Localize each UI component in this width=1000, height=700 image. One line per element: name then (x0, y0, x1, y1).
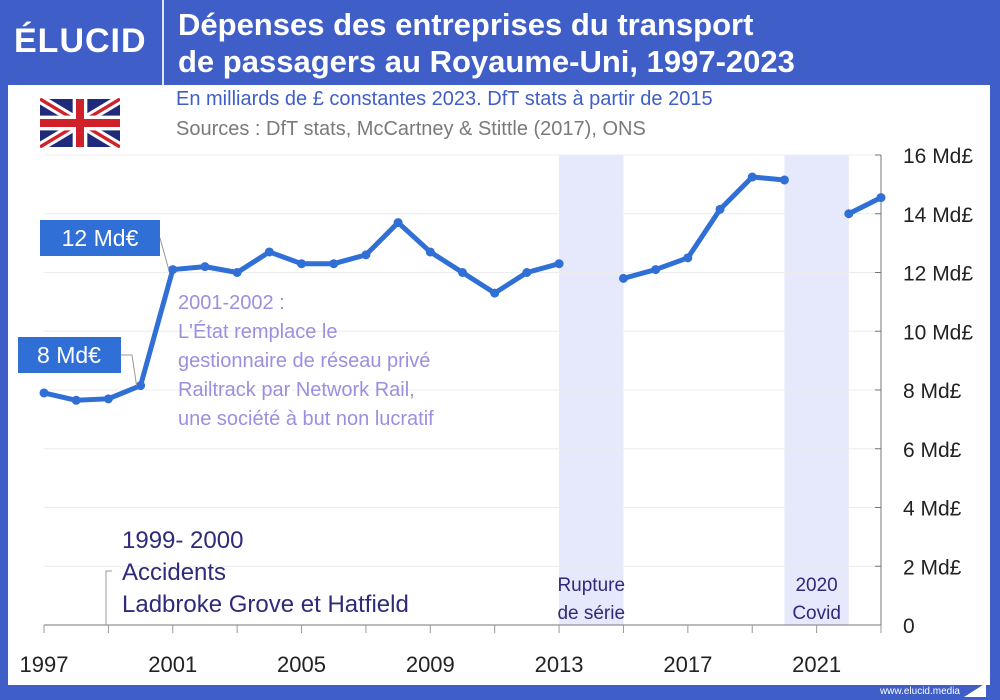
data-point (747, 172, 757, 182)
data-point (683, 253, 693, 263)
data-point (329, 259, 339, 269)
y-tick-label: 16 Md£ (903, 145, 973, 168)
data-point (200, 262, 210, 272)
annotation-text: gestionnaire de réseau privé (178, 350, 430, 372)
callout-leader (159, 237, 170, 270)
data-point (168, 265, 178, 275)
y-tick-label: 2 Md£ (903, 556, 962, 579)
y-tick-label: 14 Md£ (903, 204, 973, 227)
x-tick-label: 2009 (406, 652, 455, 677)
chart-sources: Sources : DfT stats, McCartney & Stittle… (176, 118, 646, 140)
page-title: Dépenses des entreprises du transport de… (178, 6, 795, 80)
data-point (844, 209, 854, 219)
x-tick-label: 2005 (277, 652, 326, 677)
x-tick-label: 2013 (535, 652, 584, 677)
data-point (651, 265, 661, 275)
x-tick-label: 2021 (792, 652, 841, 677)
data-point (618, 273, 628, 283)
data-point (393, 218, 403, 228)
data-point (876, 193, 886, 203)
data-point (39, 388, 49, 398)
y-tick-label: 6 Md£ (903, 439, 962, 462)
y-tick-label: 8 Md£ (903, 380, 962, 403)
band-label: Covid (792, 603, 841, 624)
x-tick-label: 2001 (148, 652, 197, 677)
title-line-2: de passagers au Royaume-Uni, 1997-2023 (178, 44, 795, 79)
uk-flag-icon (40, 98, 120, 148)
footer-url[interactable]: www.elucid.media (879, 686, 960, 697)
data-point (715, 204, 725, 214)
y-tick-label: 12 Md£ (903, 263, 973, 286)
data-point (297, 259, 307, 269)
annotation-text: Accidents (122, 559, 226, 586)
callout-label: 12 Md€ (62, 225, 139, 251)
annotation-text: Railtrack par Network Rail, (178, 379, 415, 401)
x-tick-label: 2017 (663, 652, 712, 677)
data-point (779, 175, 789, 185)
series-line (847, 195, 883, 216)
data-point (232, 268, 242, 277)
chart-subtitle: En milliards de £ constantes 2023. DfT s… (176, 88, 713, 110)
data-point (490, 288, 500, 298)
data-point (71, 395, 81, 405)
title-line-1: Dépenses des entreprises du transport (178, 7, 754, 42)
header: ÉLUCID Dépenses des entreprises du trans… (0, 0, 1000, 85)
data-point (522, 268, 532, 277)
band-label: 2020 (795, 575, 837, 596)
data-point (458, 268, 467, 277)
annotation-text: Ladbroke Grove et Hatfield (122, 591, 409, 618)
data-point (425, 247, 435, 257)
elucid-logo: ÉLUCID (14, 22, 147, 60)
band-label: de série (557, 603, 625, 624)
callout-leader (121, 354, 138, 386)
data-point (136, 381, 146, 391)
data-point (264, 247, 274, 257)
y-tick-label: 4 Md£ (903, 498, 962, 521)
x-tick-label: 1997 (20, 652, 69, 677)
divider (162, 0, 164, 85)
elucid-mark-icon (964, 683, 986, 697)
annotation-leader (105, 570, 112, 625)
callout-box (40, 220, 160, 256)
y-tick-label: 10 Md£ (903, 321, 973, 344)
data-point (103, 394, 113, 404)
y-tick-label: 0 (903, 615, 915, 638)
band-label: Rupture (557, 575, 625, 596)
annotation-text: L'État remplace le (178, 320, 337, 343)
data-point (554, 259, 564, 269)
callout-label: 8 Md€ (37, 342, 101, 368)
data-point (361, 250, 371, 260)
annotation-text: une société à but non lucratif (178, 408, 434, 430)
annotation-text: 2001-2002 : (178, 292, 285, 314)
annotation-text: 1999- 2000 (122, 527, 243, 554)
series-line (622, 174, 785, 281)
callout-box (18, 337, 121, 373)
